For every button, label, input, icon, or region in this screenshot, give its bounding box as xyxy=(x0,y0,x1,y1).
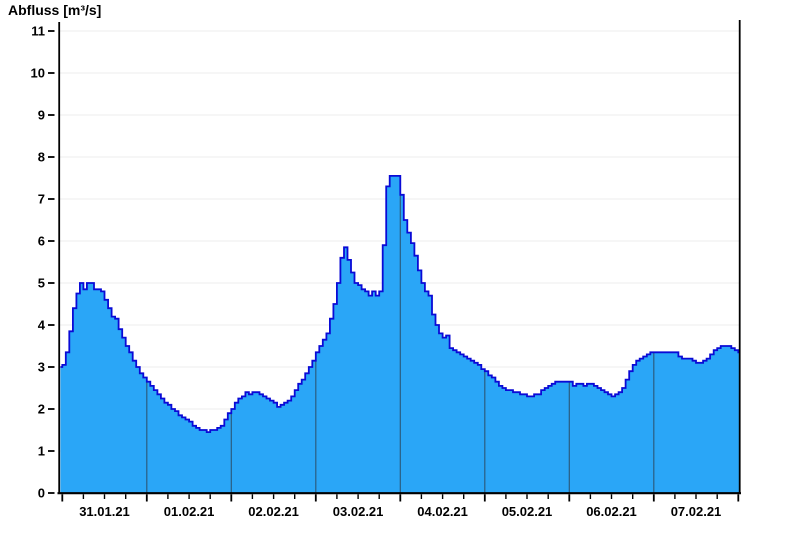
x-date-label: 05.02.21 xyxy=(502,504,553,519)
x-date-label: 02.02.21 xyxy=(248,504,299,519)
y-tick-label: 10 xyxy=(31,66,45,81)
x-date-label: 31.01.21 xyxy=(79,504,130,519)
y-tick-label: 7 xyxy=(38,192,45,207)
y-tick-label: 5 xyxy=(38,276,45,291)
y-tick-label: 1 xyxy=(38,444,45,459)
x-date-label: 01.02.21 xyxy=(164,504,215,519)
y-tick-label: 8 xyxy=(38,150,45,165)
discharge-outline xyxy=(60,175,740,433)
y-tick-label: 9 xyxy=(38,108,45,123)
chart-title: Abfluss [m³/s] xyxy=(8,2,102,18)
x-date-label: 03.02.21 xyxy=(333,504,384,519)
y-tick-label: 4 xyxy=(38,318,46,333)
y-tick-label: 2 xyxy=(38,402,45,417)
y-tick-label: 11 xyxy=(31,24,45,39)
y-tick-label: 6 xyxy=(38,234,45,249)
x-date-label: 04.02.21 xyxy=(417,504,468,519)
x-date-label: 07.02.21 xyxy=(671,504,722,519)
y-tick-label: 0 xyxy=(38,486,45,501)
y-tick-label: 3 xyxy=(38,360,45,375)
x-date-label: 06.02.21 xyxy=(586,504,637,519)
